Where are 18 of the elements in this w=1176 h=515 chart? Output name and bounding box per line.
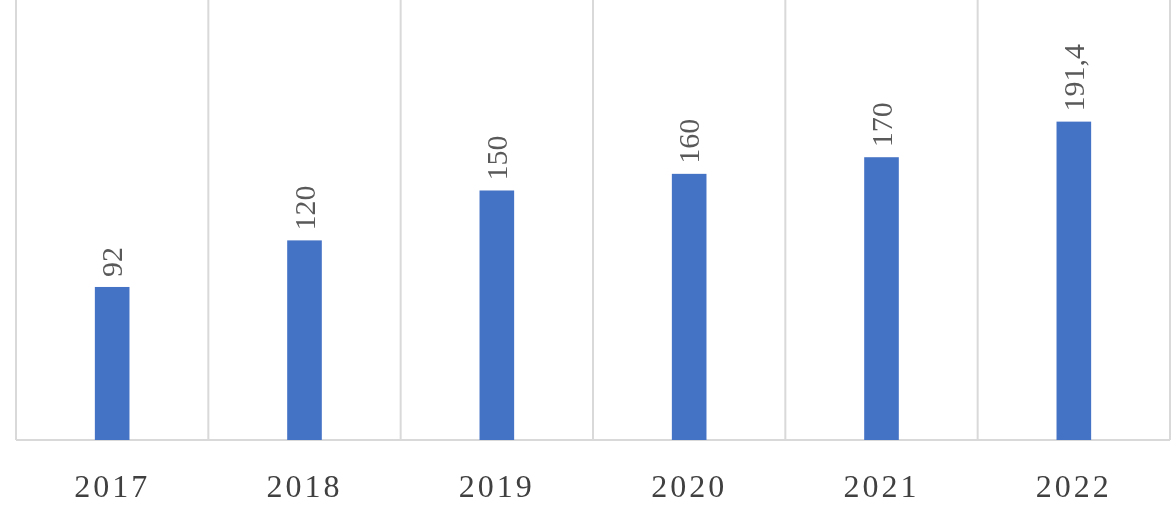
data-label: 92 xyxy=(95,246,129,277)
x-tick-label: 2019 xyxy=(458,468,535,504)
data-label: 120 xyxy=(287,185,321,231)
x-tick-label: 2017 xyxy=(74,468,151,504)
bar xyxy=(1056,121,1092,440)
data-label: 160 xyxy=(672,118,706,164)
x-tick-label: 2018 xyxy=(266,468,343,504)
x-tick-label: 2022 xyxy=(1035,468,1112,504)
bar xyxy=(287,240,322,440)
data-label: 150 xyxy=(479,135,513,181)
data-label: 170 xyxy=(864,102,898,148)
bar xyxy=(864,157,899,440)
bar xyxy=(671,173,707,440)
x-tick-label: 2020 xyxy=(651,468,728,504)
x-tick-label: 2021 xyxy=(843,468,920,504)
bar xyxy=(94,286,130,440)
bar xyxy=(479,190,515,440)
data-label: 191,4 xyxy=(1056,44,1090,112)
